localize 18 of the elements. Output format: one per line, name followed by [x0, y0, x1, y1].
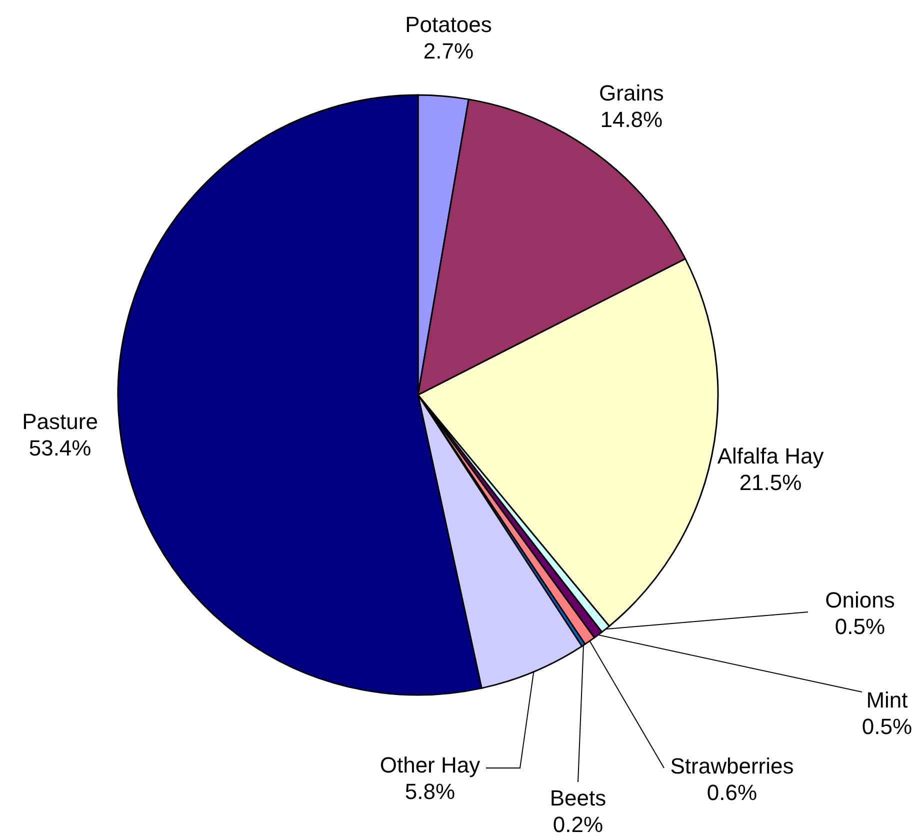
data-label: 5.8% — [404, 779, 456, 804]
slice-label: Mint — [866, 688, 908, 713]
data-label: 0.5% — [862, 714, 912, 739]
slice-label: Strawberries — [670, 754, 794, 779]
slice-label: Pasture — [22, 408, 98, 434]
data-label: 0.6% — [706, 780, 758, 805]
data-label: 0.2% — [552, 812, 604, 837]
data-label: 53.4% — [28, 435, 92, 460]
data-label: 21.5% — [739, 470, 802, 496]
slice-label: Grains — [599, 80, 664, 106]
slice-label: Other Hay — [380, 752, 480, 778]
slice-label: Beets — [550, 786, 606, 811]
slice-label: Alfalfa Hay — [717, 444, 824, 469]
data-label: 0.5% — [834, 614, 886, 639]
data-label: 14.8% — [600, 107, 663, 132]
data-label: 2.7% — [423, 38, 474, 64]
slice-label: Potatoes — [405, 12, 492, 37]
slice-label: Onions — [825, 588, 895, 613]
